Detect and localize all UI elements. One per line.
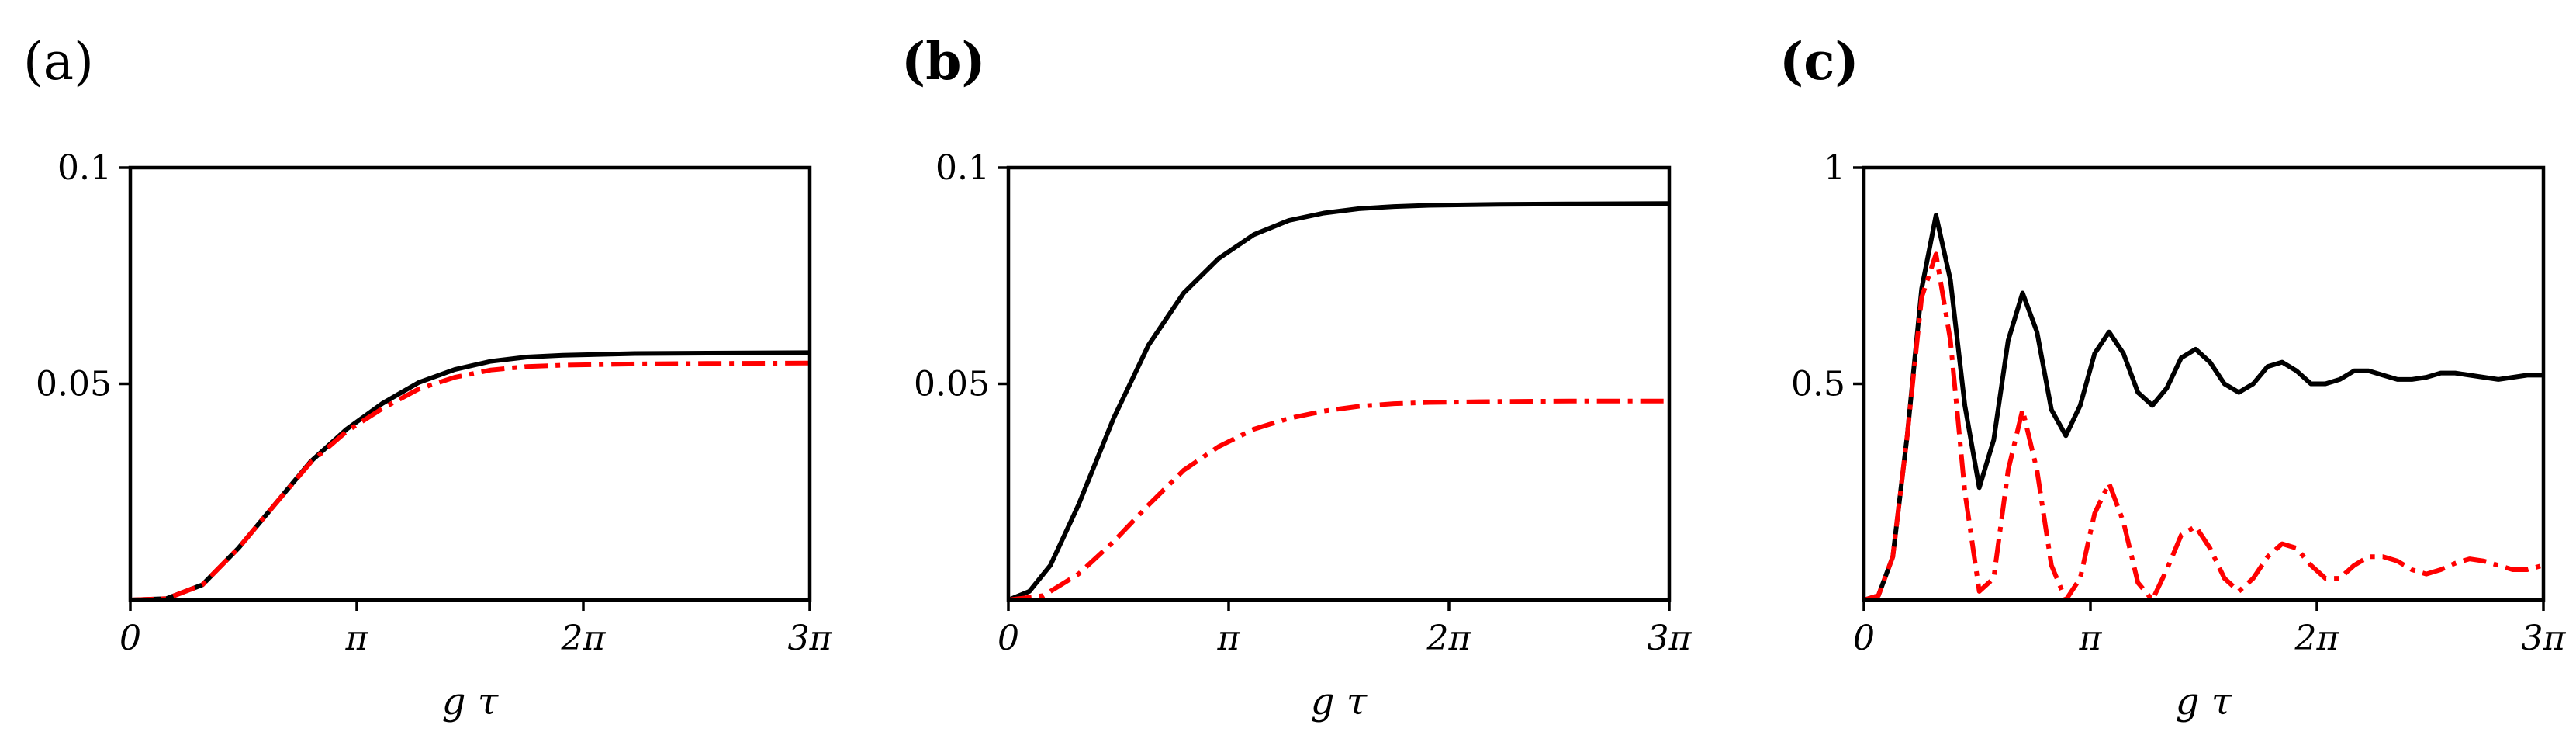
y-tick-label: 0.1 bbox=[57, 148, 112, 188]
y-tick-label: 0.05 bbox=[36, 365, 112, 404]
x-axis-label: g τ bbox=[2176, 680, 2233, 723]
y-tick-label: 1 bbox=[1824, 148, 1845, 188]
panel-label: (c) bbox=[1779, 31, 1859, 92]
chart-panel-3: (c) 0 π 2π 3π 0.5 1 g τ bbox=[1779, 31, 2567, 723]
series-solid-line bbox=[130, 350, 810, 600]
x-tick-label: 2π bbox=[561, 619, 607, 658]
panel-label: (b) bbox=[901, 31, 986, 92]
x-tick-label: 3π bbox=[1648, 619, 1693, 658]
x-tick-label: 0 bbox=[119, 619, 141, 658]
x-tick-label: π bbox=[345, 619, 369, 658]
chart-panel-2: (b) 0 π 2π 3π 0.05 0.1 g τ bbox=[901, 31, 1693, 723]
x-tick-label: π bbox=[2079, 619, 2103, 658]
y-tick-label: 0.5 bbox=[1791, 365, 1845, 404]
series-dashdot-line bbox=[130, 360, 810, 600]
y-tick-label: 0.05 bbox=[914, 365, 990, 404]
x-axis-label: g τ bbox=[1311, 680, 1368, 723]
x-tick-label: 3π bbox=[788, 619, 833, 658]
series-dashdot-line bbox=[1008, 398, 1669, 600]
series-solid-line bbox=[1008, 201, 1669, 600]
x-tick-label: 0 bbox=[998, 619, 1019, 658]
x-axis-label: g τ bbox=[442, 680, 500, 723]
x-tick-label: π bbox=[1217, 619, 1241, 658]
x-tick-label: 2π bbox=[1426, 619, 1472, 658]
chart-panel-1: (a) 0 π 2π 3π 0.05 0.1 g τ bbox=[23, 32, 833, 723]
axes-frame bbox=[1006, 165, 1672, 602]
panel-label: (a) bbox=[23, 32, 94, 92]
x-tick-label: 0 bbox=[1853, 619, 1875, 658]
x-tick-label: 2π bbox=[2294, 619, 2340, 658]
x-tick-label: 3π bbox=[2522, 619, 2567, 658]
series-solid-line bbox=[1864, 213, 2543, 600]
y-tick-label: 0.1 bbox=[935, 148, 990, 188]
axes-frame bbox=[128, 165, 812, 602]
series-dashdot-line bbox=[1864, 251, 2543, 600]
